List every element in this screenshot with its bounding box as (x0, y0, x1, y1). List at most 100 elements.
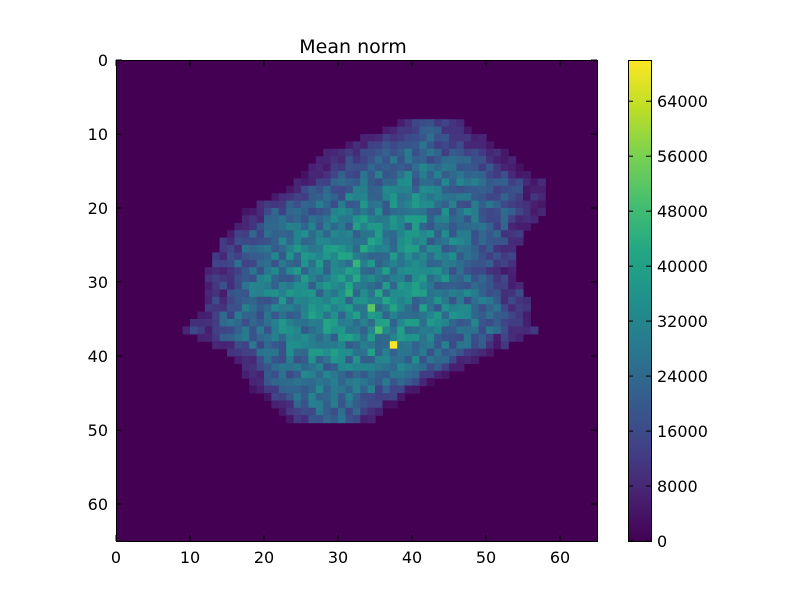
heatmap-cell (493, 274, 502, 283)
heatmap-cell (286, 245, 295, 253)
heatmap-cell (219, 296, 228, 305)
heatmap-cell (441, 141, 450, 150)
heatmap-cell (323, 200, 332, 209)
heatmap-cell (367, 348, 376, 357)
heatmap-cell (500, 333, 509, 342)
heatmap-cell (286, 341, 295, 350)
heatmap-cell (375, 259, 383, 268)
heatmap-cell (375, 141, 383, 150)
heatmap-cell (256, 252, 265, 261)
y-tick-label: 10 (88, 125, 108, 144)
heatmap-cell (338, 289, 346, 298)
y-axis: 0 10 20 30 40 50 60 (88, 51, 597, 514)
heatmap-cell (345, 385, 354, 394)
heatmap-cell (264, 341, 272, 350)
heatmap-cell (308, 230, 317, 239)
heatmap-cell (508, 296, 517, 305)
heatmap-cell (301, 274, 309, 283)
heatmap-cell (367, 282, 376, 290)
heatmap-cell (419, 274, 428, 283)
heatmap-cell (323, 333, 332, 342)
heatmap-cell (264, 319, 272, 327)
heatmap-cell (486, 222, 494, 231)
heatmap-cell (286, 393, 295, 401)
heatmap-cell (352, 415, 361, 424)
heatmap-cell (508, 311, 517, 320)
heatmap-cell (338, 378, 346, 387)
heatmap-cell (404, 163, 413, 172)
heatmap-cell (478, 178, 487, 187)
heatmap-cell (412, 185, 420, 194)
heatmap-cell (323, 252, 332, 261)
heatmap-cell (419, 311, 428, 320)
heatmap-cell (508, 208, 517, 216)
heatmap-cell (426, 185, 435, 194)
heatmap-cell (471, 267, 480, 276)
heatmap-cell (212, 282, 221, 290)
heatmap-cell (375, 171, 383, 179)
heatmap-cell (241, 304, 250, 313)
heatmap-cell (330, 393, 339, 401)
heatmap-cell (412, 148, 420, 157)
heatmap-cell (323, 178, 332, 187)
heatmap-cell (412, 356, 420, 364)
heatmap-cell (234, 289, 243, 298)
heatmap-cell (397, 156, 406, 165)
heatmap-cell (456, 215, 465, 224)
heatmap-cell (330, 200, 339, 209)
heatmap-cell (345, 259, 354, 268)
heatmap-cell (397, 393, 406, 401)
heatmap-cell (493, 259, 502, 268)
heatmap-cell (360, 400, 369, 409)
heatmap-cell (264, 274, 272, 283)
heatmap-cell (286, 319, 295, 327)
heatmap-cell (308, 259, 317, 268)
heatmap-cell (456, 141, 465, 150)
heatmap-cell (301, 171, 309, 179)
heatmap-cell (463, 156, 472, 165)
heatmap-cell (345, 193, 354, 202)
heatmap-cell (315, 230, 324, 239)
heatmap-cell (308, 400, 317, 409)
heatmap-cell (278, 193, 287, 202)
heatmap-cell (330, 230, 339, 239)
heatmap-cell (456, 200, 465, 209)
heatmap-cell (419, 326, 428, 335)
heatmap-cell (360, 370, 369, 379)
heatmap-cell (293, 304, 302, 313)
heatmap-cell (315, 237, 324, 246)
heatmap-cell (441, 171, 450, 179)
heatmap-cell (286, 252, 295, 261)
heatmap-cell (367, 326, 376, 335)
heatmap-cell (463, 237, 472, 246)
heatmap-cell (478, 311, 487, 320)
heatmap-cell (271, 208, 280, 216)
heatmap-cell (500, 289, 509, 298)
heatmap-cell (278, 393, 287, 401)
heatmap-cell (449, 230, 457, 239)
heatmap-cell (456, 208, 465, 216)
heatmap-cell (382, 304, 391, 313)
heatmap-cell (367, 252, 376, 261)
heatmap-cell (264, 363, 272, 372)
heatmap-cell (323, 326, 332, 335)
heatmap-cell (478, 200, 487, 209)
heatmap-cell (493, 215, 502, 224)
heatmap-cell (441, 134, 450, 142)
heatmap-cell (234, 319, 243, 327)
heatmap-cell (330, 356, 339, 364)
heatmap-cell (537, 178, 546, 187)
heatmap-cell (478, 208, 487, 216)
heatmap-cell (256, 385, 265, 394)
heatmap-cell (360, 348, 369, 357)
heatmap-cell (523, 200, 531, 209)
heatmap-cell (301, 282, 309, 290)
heatmap-cell (426, 274, 435, 283)
heatmap-cell (256, 289, 265, 298)
heatmap-cell (256, 348, 265, 357)
heatmap-cell (301, 311, 309, 320)
heatmap-cell (375, 230, 383, 239)
heatmap-cell (426, 141, 435, 150)
heatmap-cell (426, 193, 435, 202)
heatmap-cell (360, 178, 369, 187)
